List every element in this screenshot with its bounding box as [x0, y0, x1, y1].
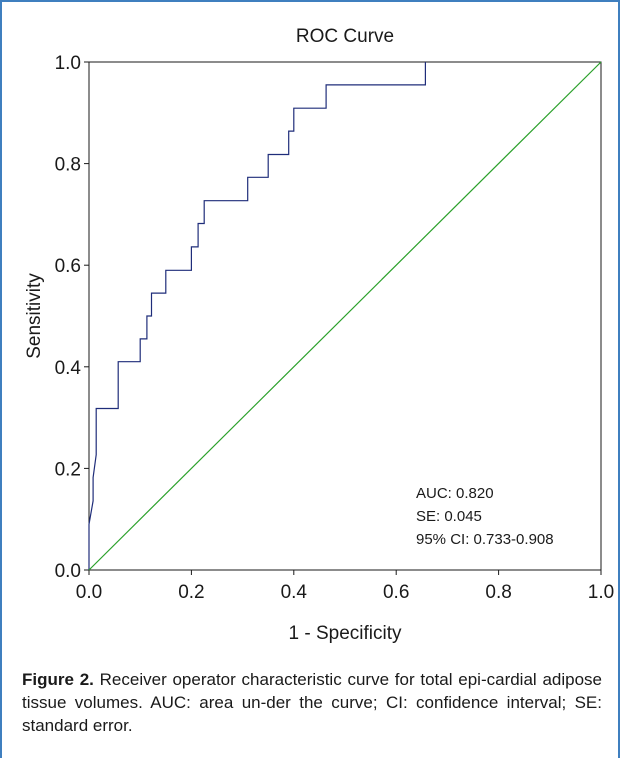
chart-title: ROC Curve	[296, 26, 394, 47]
ci-annotation: 95% CI: 0.733-0.908	[416, 531, 554, 548]
caption-label: Figure 2.	[22, 670, 94, 689]
y-tick-label: 1.0	[55, 53, 81, 74]
roc-chart: ROC Curve 0.0 0.2 0.4 0.6 0.8 1.0 0.00.20.40.…	[24, 26, 614, 644]
roc-curve-line	[88, 62, 426, 570]
x-tick-label: 0.6	[383, 582, 409, 603]
auc-annotation: AUC: 0.820	[416, 485, 494, 502]
reference-diagonal-line	[88, 61, 602, 571]
y-axis: 0.0 0.2 0.4 0.6 0.8 1.0	[55, 53, 89, 582]
x-axis: 0.0 0.2 0.4 0.6 0.8 1.0	[76, 570, 614, 603]
x-tick-label: 0.2	[178, 582, 204, 603]
x-tick-label: 1.0	[588, 582, 614, 603]
y-tick-label: 0.0	[55, 561, 81, 582]
y-tick-label: 0.2	[55, 459, 81, 480]
x-axis-label: 1 - Specificity	[289, 623, 402, 644]
y-tick-label: 0.8	[55, 155, 81, 176]
se-annotation: SE: 0.045	[416, 508, 482, 525]
y-tick-label: 0.4	[55, 358, 82, 379]
y-axis-label: Sensitivity	[24, 273, 45, 359]
series-layer	[88, 61, 602, 571]
x-tick-label: 0.8	[485, 582, 511, 603]
stats-annotation: AUC: 0.820 SE: 0.045 95% CI: 0.733-0.908	[416, 485, 554, 548]
x-tick-label: 0.0	[76, 582, 102, 603]
y-tick-label: 0.6	[55, 256, 81, 277]
figure-caption: Figure 2. Receiver operator characterist…	[22, 668, 602, 737]
plot-area	[88, 61, 602, 571]
x-tick-label: 0.4	[281, 582, 308, 603]
caption-text: Receiver operator characteristic curve f…	[22, 670, 602, 735]
